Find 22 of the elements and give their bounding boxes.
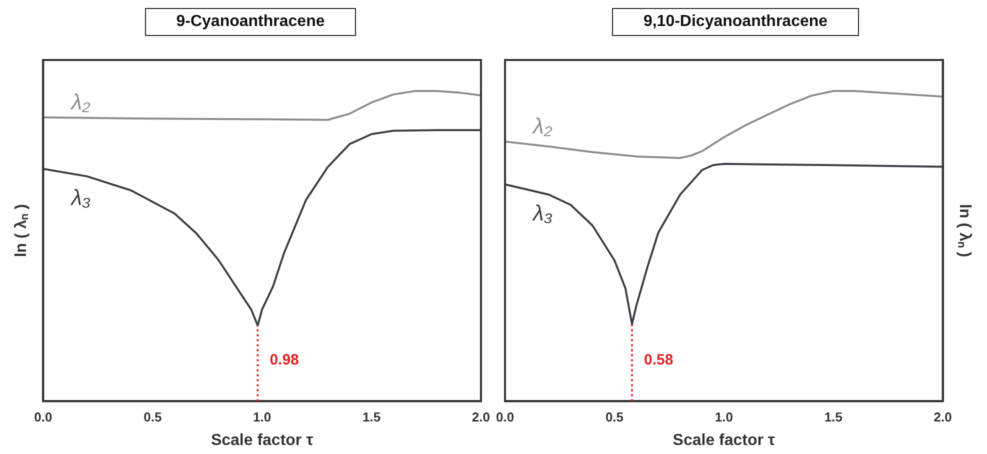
ref-line-label: 0.58	[644, 351, 674, 368]
y-axis-title: ln ( λₙ )	[956, 204, 973, 258]
x-tick-label: 0.0	[34, 410, 52, 425]
series-label: λ₂	[532, 114, 553, 139]
series-label: λ₃	[70, 185, 92, 210]
x-tick-label: 0.0	[496, 410, 514, 425]
y-axis-title: ln ( λₙ )	[13, 204, 30, 258]
x-axis-title: Scale factor τ	[210, 432, 314, 449]
x-tick-label: 1.5	[362, 410, 381, 425]
x-tick-label: 1.0	[253, 410, 272, 425]
ref-line-label: 0.98	[270, 351, 299, 368]
series-label: λ₃	[532, 200, 553, 226]
x-axis-title: Scale factor τ	[672, 432, 776, 449]
x-tick-label: 1.5	[824, 410, 842, 425]
x-tick-label: 2.0	[472, 410, 490, 425]
chart-title: 9-Cyanoanthracene	[145, 8, 356, 36]
chart-title: 9,10-Dicyanoanthracene	[612, 8, 859, 36]
x-tick-label: 0.5	[605, 410, 624, 425]
series-label: λ₂	[70, 90, 92, 115]
x-tick-label: 1.0	[714, 410, 733, 425]
x-tick-label: 0.5	[144, 410, 162, 425]
x-tick-label: 2.0	[934, 410, 952, 425]
